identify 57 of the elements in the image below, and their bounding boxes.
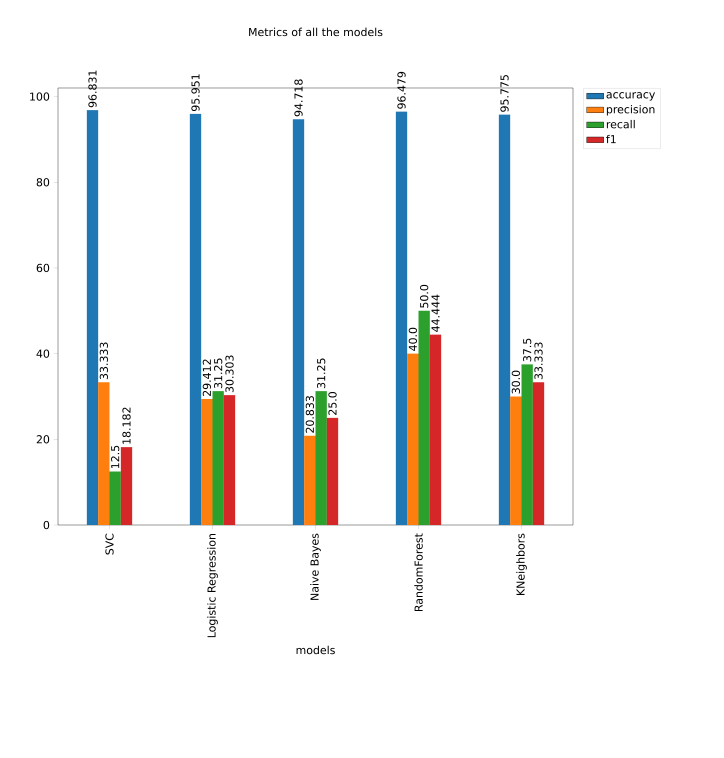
y-tick-label: 20 [36,435,50,444]
legend-label: accuracy [606,92,656,101]
y-tick-label: 40 [36,349,50,358]
data-label: 30.303 [225,356,234,392]
x-tick-label: KNeighbors [516,534,527,595]
legend-label: precision [606,104,654,116]
data-label: 37.5 [523,338,532,362]
bar [396,112,408,525]
bar [304,436,316,525]
x-tick-label: Logistic Regression [207,534,218,638]
bar [86,110,98,525]
data-label: 94.718 [294,79,303,116]
y-tick-label: 80 [36,178,50,186]
legend-label: recall [606,120,635,128]
bar [110,471,121,525]
data-label: 18.182 [122,408,131,444]
legend-label: f1 [606,134,616,144]
bar [316,391,327,525]
chart-title: Metrics of all the models [249,28,382,36]
x-tick-label: RandomForest [414,533,423,612]
bar [120,447,132,525]
data-label: 30.0 [512,370,520,394]
x-axis-title: models [296,646,335,654]
data-label: 33.333 [100,342,108,380]
y-tick-label: 100 [30,92,50,101]
data-label: 29.412 [202,360,211,396]
bar [190,114,202,525]
data-label: 31.25 [214,358,222,388]
bar [532,382,544,525]
data-label: 96.479 [397,72,406,109]
data-label: 95.951 [191,74,200,112]
data-label: 25.0 [328,392,337,415]
bar [326,418,338,525]
bar [292,119,304,525]
data-label: 31.25 [317,358,326,388]
data-label: 44.444 [432,294,440,332]
bar [418,310,430,525]
bar [407,354,419,525]
x-tick-label: Naive Bayes [310,534,321,600]
y-tick-label: 60 [36,264,50,272]
bar [201,398,212,525]
bar [498,114,510,525]
data-label: 20.833 [306,396,314,433]
x-tick-label: SVC [105,534,114,554]
bar [510,396,522,525]
bar [98,382,110,525]
y-tick-label: 0 [44,520,50,530]
bar [224,395,236,525]
bar [522,364,533,525]
bar [430,334,442,525]
data-label: 95.775 [500,75,509,112]
data-label: 33.333 [534,342,543,380]
data-label: 12.5 [111,446,120,468]
data-label: 96.831 [88,70,97,108]
data-label: 40.0 [408,328,417,351]
data-label: 50.0 [420,284,428,308]
bar [212,391,224,525]
